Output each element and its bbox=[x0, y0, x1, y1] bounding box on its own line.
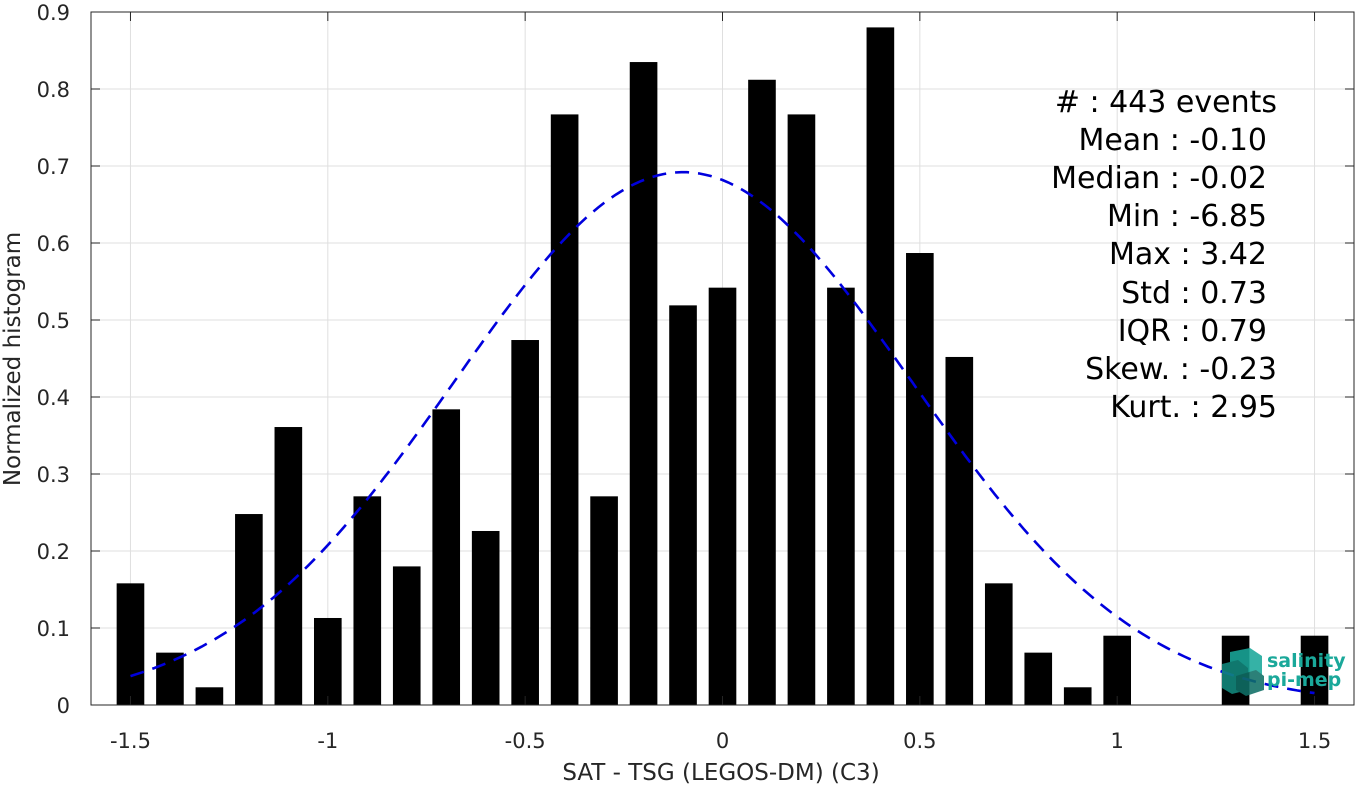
stat-events: # : 443 events bbox=[1055, 85, 1277, 120]
histogram-bar bbox=[906, 253, 934, 705]
histogram-bar bbox=[511, 340, 539, 705]
stat-median: Median : -0.02 bbox=[1051, 161, 1267, 196]
x-tick-label: -1.5 bbox=[110, 729, 151, 753]
stat-skew: Skew. : -0.23 bbox=[1085, 352, 1277, 387]
histogram-bar bbox=[353, 496, 382, 705]
histogram-bar bbox=[1024, 652, 1053, 705]
histogram-bar bbox=[116, 583, 145, 705]
stat-kurt: Kurt. : 2.95 bbox=[1110, 390, 1277, 425]
plot-frame bbox=[90, 11, 1355, 706]
logo-line2: pi-mep bbox=[1267, 669, 1341, 691]
x-tick-label: -0.5 bbox=[505, 729, 546, 753]
fit-curve bbox=[130, 170, 1315, 695]
stats-box: # : 443 events Mean : -0.10 Median : -0.… bbox=[1051, 85, 1277, 425]
histogram-bar bbox=[432, 409, 461, 705]
x-tick-label: 1.5 bbox=[1298, 729, 1331, 753]
x-tick-label: 0.5 bbox=[903, 729, 936, 753]
histogram-bar bbox=[866, 27, 895, 705]
histogram-bar bbox=[1300, 635, 1329, 705]
y-tick-label: 0 bbox=[57, 694, 70, 718]
stat-max: Max : 3.42 bbox=[1109, 237, 1267, 272]
y-tick-label: 0.7 bbox=[37, 155, 70, 179]
y-axis-label: Normalized histogram bbox=[0, 232, 26, 486]
histogram-bar bbox=[669, 305, 697, 705]
histogram-bar bbox=[313, 617, 342, 705]
histogram-bar bbox=[156, 652, 184, 705]
cube-icon bbox=[1222, 648, 1264, 696]
y-tick-label: 0.1 bbox=[37, 617, 70, 641]
histogram-bar bbox=[1103, 635, 1132, 705]
histogram-bar bbox=[984, 583, 1013, 705]
histogram-bar bbox=[1063, 687, 1092, 705]
histogram-bars bbox=[116, 27, 1329, 706]
y-tick-label: 0.3 bbox=[37, 463, 70, 487]
x-tick-label: -1 bbox=[317, 729, 338, 753]
histogram-bar bbox=[787, 114, 816, 705]
stat-mean: Mean : -0.10 bbox=[1078, 123, 1267, 158]
histogram-bar bbox=[590, 496, 618, 705]
histogram-bar bbox=[945, 356, 974, 705]
logo-line1: salinity bbox=[1267, 650, 1346, 672]
histogram-bar bbox=[550, 114, 579, 705]
x-axis-label: SAT - TSG (LEGOS-DM) (C3) bbox=[562, 760, 879, 785]
histogram-bar bbox=[708, 287, 737, 705]
y-tick-label: 0.4 bbox=[37, 386, 70, 410]
y-tick-label: 0.5 bbox=[37, 309, 70, 333]
stat-std: Std : 0.73 bbox=[1121, 276, 1267, 311]
x-tick-label: 0 bbox=[716, 729, 729, 753]
y-tick-label: 0.9 bbox=[37, 1, 70, 25]
y-tick-label: 0.6 bbox=[37, 232, 70, 256]
stat-iqr: IQR : 0.79 bbox=[1118, 314, 1267, 349]
fit-curve-group bbox=[130, 170, 1315, 695]
histogram-bar bbox=[274, 427, 303, 705]
salinity-pimep-logo: salinity pi-mep bbox=[1222, 648, 1346, 696]
histogram-bar bbox=[629, 62, 658, 706]
x-tick-labels: -1.5 -1 -0.5 0 0.5 1 1.5 bbox=[110, 729, 1331, 753]
y-tick-label: 0.2 bbox=[37, 540, 70, 564]
axes bbox=[90, 11, 1355, 706]
y-tick-labels: 0 0.1 0.2 0.3 0.4 0.5 0.6 0.7 0.8 0.9 bbox=[37, 1, 70, 718]
histogram-bar bbox=[392, 566, 421, 705]
histogram-bar bbox=[471, 530, 500, 705]
stat-min: Min : -6.85 bbox=[1107, 199, 1267, 234]
histogram-bar bbox=[195, 687, 224, 705]
histogram-bar bbox=[827, 287, 855, 705]
histogram-bar bbox=[748, 79, 776, 705]
x-tick-label: 1 bbox=[1111, 729, 1124, 753]
y-tick-label: 0.8 bbox=[37, 78, 70, 102]
